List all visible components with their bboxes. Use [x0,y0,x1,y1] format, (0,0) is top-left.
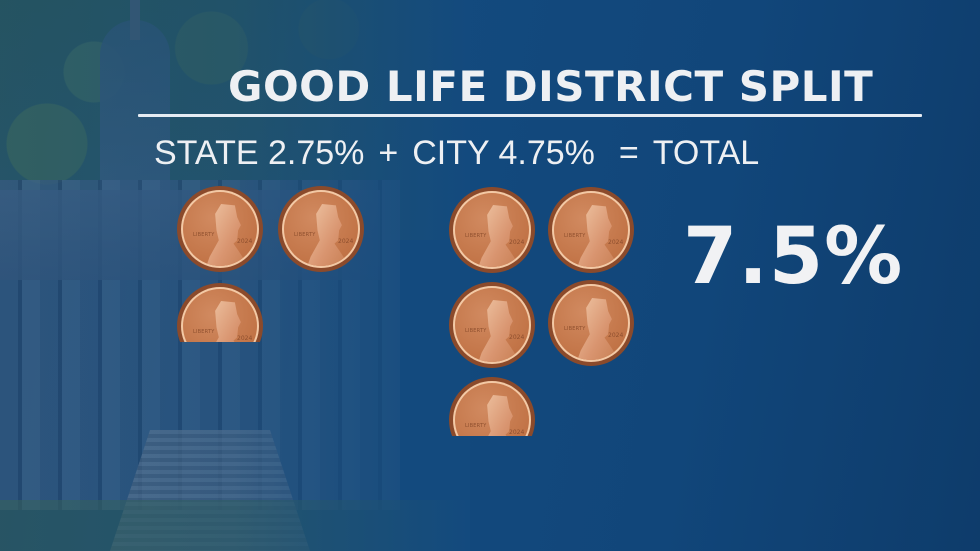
city-penny-icon: LIBERTY 2024 [449,187,535,273]
state-penny-icon: LIBERTY 2024 [177,186,263,272]
tax-equation: STATE 2.75% + CITY 4.75% = TOTAL [154,133,759,173]
city-rate-label: CITY 4.75% [412,134,595,172]
state-partial-penny-icon: LIBERTY 2024 [177,283,263,342]
city-penny-icon: LIBERTY 2024 [548,280,634,366]
city-hall-background-photo [0,0,470,551]
city-partial-penny-icon: LIBERTY 2024 [449,377,535,436]
total-label: TOTAL [652,134,760,172]
city-penny-icon: LIBERTY 2024 [548,187,634,273]
equals-sign: = [618,134,639,172]
graphic-title: GOOD LIFE DISTRICT SPLIT [228,62,874,111]
total-rate-value: 7.5% [683,212,904,302]
blue-overlay [0,0,470,551]
state-penny-icon: LIBERTY 2024 [278,186,364,272]
state-rate-label: STATE 2.75% [154,134,365,172]
plus-sign: + [378,134,399,172]
title-divider [138,114,922,117]
city-penny-icon: LIBERTY 2024 [449,282,535,368]
